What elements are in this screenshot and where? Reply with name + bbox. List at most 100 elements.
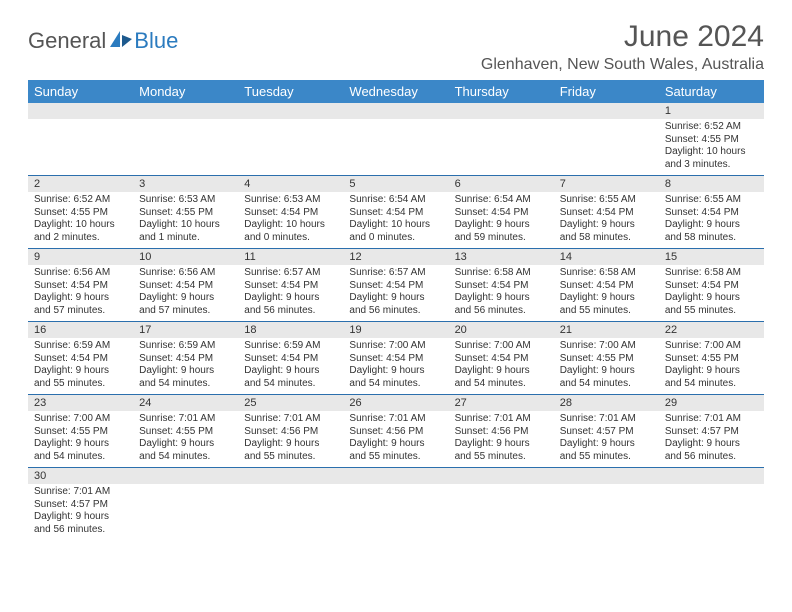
calendar-cell: 8Sunrise: 6:55 AMSunset: 4:54 PMDaylight… — [659, 176, 764, 249]
day-details: Sunrise: 6:52 AMSunset: 4:55 PMDaylight:… — [28, 192, 133, 248]
calendar-cell: 15Sunrise: 6:58 AMSunset: 4:54 PMDayligh… — [659, 249, 764, 322]
detail-line: Sunset: 4:55 PM — [139, 207, 232, 220]
detail-line: Sunrise: 6:52 AM — [34, 194, 127, 207]
day-number: 28 — [554, 395, 659, 411]
calendar-cell — [449, 103, 554, 176]
day-details: Sunrise: 7:01 AMSunset: 4:57 PMDaylight:… — [28, 484, 133, 540]
day-details: Sunrise: 6:53 AMSunset: 4:55 PMDaylight:… — [133, 192, 238, 248]
calendar-cell — [343, 103, 448, 176]
detail-line: Sunset: 4:54 PM — [560, 207, 653, 220]
logo-text-blue: Blue — [134, 28, 178, 54]
detail-line: Daylight: 9 hours — [455, 292, 548, 305]
day-details: Sunrise: 6:54 AMSunset: 4:54 PMDaylight:… — [449, 192, 554, 248]
day-number: 13 — [449, 249, 554, 265]
detail-line: and 0 minutes. — [349, 232, 442, 245]
calendar-cell: 9Sunrise: 6:56 AMSunset: 4:54 PMDaylight… — [28, 249, 133, 322]
calendar-cell: 30Sunrise: 7:01 AMSunset: 4:57 PMDayligh… — [28, 468, 133, 541]
day-number: 8 — [659, 176, 764, 192]
day-number-empty — [238, 468, 343, 484]
detail-line: Sunrise: 7:01 AM — [244, 413, 337, 426]
logo-text-general: General — [28, 28, 106, 54]
detail-line: Sunrise: 6:55 AM — [560, 194, 653, 207]
detail-line: Sunset: 4:54 PM — [244, 207, 337, 220]
detail-line: Daylight: 9 hours — [455, 438, 548, 451]
detail-line: and 54 minutes. — [455, 378, 548, 391]
calendar-cell: 3Sunrise: 6:53 AMSunset: 4:55 PMDaylight… — [133, 176, 238, 249]
detail-line: Sunrise: 6:56 AM — [34, 267, 127, 280]
calendar-cell — [659, 468, 764, 541]
detail-line: Daylight: 10 hours — [665, 146, 758, 159]
calendar-cell: 24Sunrise: 7:01 AMSunset: 4:55 PMDayligh… — [133, 395, 238, 468]
detail-line: Sunrise: 6:52 AM — [665, 121, 758, 134]
day-details: Sunrise: 6:57 AMSunset: 4:54 PMDaylight:… — [343, 265, 448, 321]
detail-line: and 55 minutes. — [244, 451, 337, 464]
detail-line: Sunset: 4:54 PM — [349, 280, 442, 293]
day-details: Sunrise: 6:58 AMSunset: 4:54 PMDaylight:… — [554, 265, 659, 321]
day-number: 17 — [133, 322, 238, 338]
calendar-cell: 4Sunrise: 6:53 AMSunset: 4:54 PMDaylight… — [238, 176, 343, 249]
detail-line: Sunset: 4:54 PM — [455, 280, 548, 293]
detail-line: and 56 minutes. — [349, 305, 442, 318]
detail-line: and 56 minutes. — [665, 451, 758, 464]
day-details: Sunrise: 6:58 AMSunset: 4:54 PMDaylight:… — [659, 265, 764, 321]
detail-line: Sunset: 4:56 PM — [244, 426, 337, 439]
day-number: 19 — [343, 322, 448, 338]
calendar-cell — [449, 468, 554, 541]
detail-line: and 54 minutes. — [560, 378, 653, 391]
day-number: 18 — [238, 322, 343, 338]
detail-line: and 55 minutes. — [349, 451, 442, 464]
detail-line: Daylight: 9 hours — [560, 438, 653, 451]
detail-line: Daylight: 9 hours — [244, 365, 337, 378]
detail-line: Sunrise: 7:01 AM — [455, 413, 548, 426]
detail-line: and 54 minutes. — [139, 451, 232, 464]
day-number: 9 — [28, 249, 133, 265]
detail-line: Sunrise: 6:53 AM — [244, 194, 337, 207]
day-number-empty — [133, 468, 238, 484]
logo: General Blue — [28, 28, 178, 54]
day-details: Sunrise: 6:58 AMSunset: 4:54 PMDaylight:… — [449, 265, 554, 321]
day-number-empty — [238, 103, 343, 119]
detail-line: Sunrise: 7:00 AM — [560, 340, 653, 353]
day-details: Sunrise: 7:01 AMSunset: 4:56 PMDaylight:… — [238, 411, 343, 467]
detail-line: Sunset: 4:54 PM — [244, 353, 337, 366]
detail-line: Sunrise: 6:57 AM — [244, 267, 337, 280]
day-number-empty — [554, 103, 659, 119]
detail-line: Sunset: 4:54 PM — [349, 207, 442, 220]
calendar-table: Sunday Monday Tuesday Wednesday Thursday… — [28, 80, 764, 540]
day-number: 3 — [133, 176, 238, 192]
detail-line: Daylight: 9 hours — [34, 292, 127, 305]
detail-line: Sunrise: 6:59 AM — [34, 340, 127, 353]
detail-line: Daylight: 9 hours — [665, 365, 758, 378]
day-details: Sunrise: 7:00 AMSunset: 4:54 PMDaylight:… — [449, 338, 554, 394]
detail-line: Sunrise: 7:00 AM — [349, 340, 442, 353]
calendar-cell — [238, 103, 343, 176]
detail-line: Sunrise: 7:01 AM — [139, 413, 232, 426]
detail-line: Sunset: 4:57 PM — [34, 499, 127, 512]
detail-line: and 2 minutes. — [34, 232, 127, 245]
detail-line: Sunrise: 7:01 AM — [34, 486, 127, 499]
calendar-cell: 7Sunrise: 6:55 AMSunset: 4:54 PMDaylight… — [554, 176, 659, 249]
calendar-cell — [343, 468, 448, 541]
day-details: Sunrise: 7:00 AMSunset: 4:54 PMDaylight:… — [343, 338, 448, 394]
day-number-empty — [343, 103, 448, 119]
calendar-cell — [554, 468, 659, 541]
day-details: Sunrise: 6:54 AMSunset: 4:54 PMDaylight:… — [343, 192, 448, 248]
calendar-cell: 16Sunrise: 6:59 AMSunset: 4:54 PMDayligh… — [28, 322, 133, 395]
calendar-cell: 14Sunrise: 6:58 AMSunset: 4:54 PMDayligh… — [554, 249, 659, 322]
day-number: 29 — [659, 395, 764, 411]
sail-icon — [108, 29, 134, 54]
calendar-week-row: 1Sunrise: 6:52 AMSunset: 4:55 PMDaylight… — [28, 103, 764, 176]
detail-line: Daylight: 9 hours — [244, 438, 337, 451]
header: General Blue June 2024 Glenhaven, New So… — [28, 20, 764, 74]
detail-line: Daylight: 9 hours — [139, 365, 232, 378]
detail-line: Sunset: 4:55 PM — [560, 353, 653, 366]
day-details: Sunrise: 6:52 AMSunset: 4:55 PMDaylight:… — [659, 119, 764, 175]
detail-line: Sunrise: 6:59 AM — [139, 340, 232, 353]
day-number: 5 — [343, 176, 448, 192]
day-number: 21 — [554, 322, 659, 338]
detail-line: and 59 minutes. — [455, 232, 548, 245]
calendar-cell: 21Sunrise: 7:00 AMSunset: 4:55 PMDayligh… — [554, 322, 659, 395]
day-details: Sunrise: 7:01 AMSunset: 4:57 PMDaylight:… — [554, 411, 659, 467]
detail-line: Sunrise: 6:58 AM — [665, 267, 758, 280]
detail-line: Sunrise: 6:55 AM — [665, 194, 758, 207]
